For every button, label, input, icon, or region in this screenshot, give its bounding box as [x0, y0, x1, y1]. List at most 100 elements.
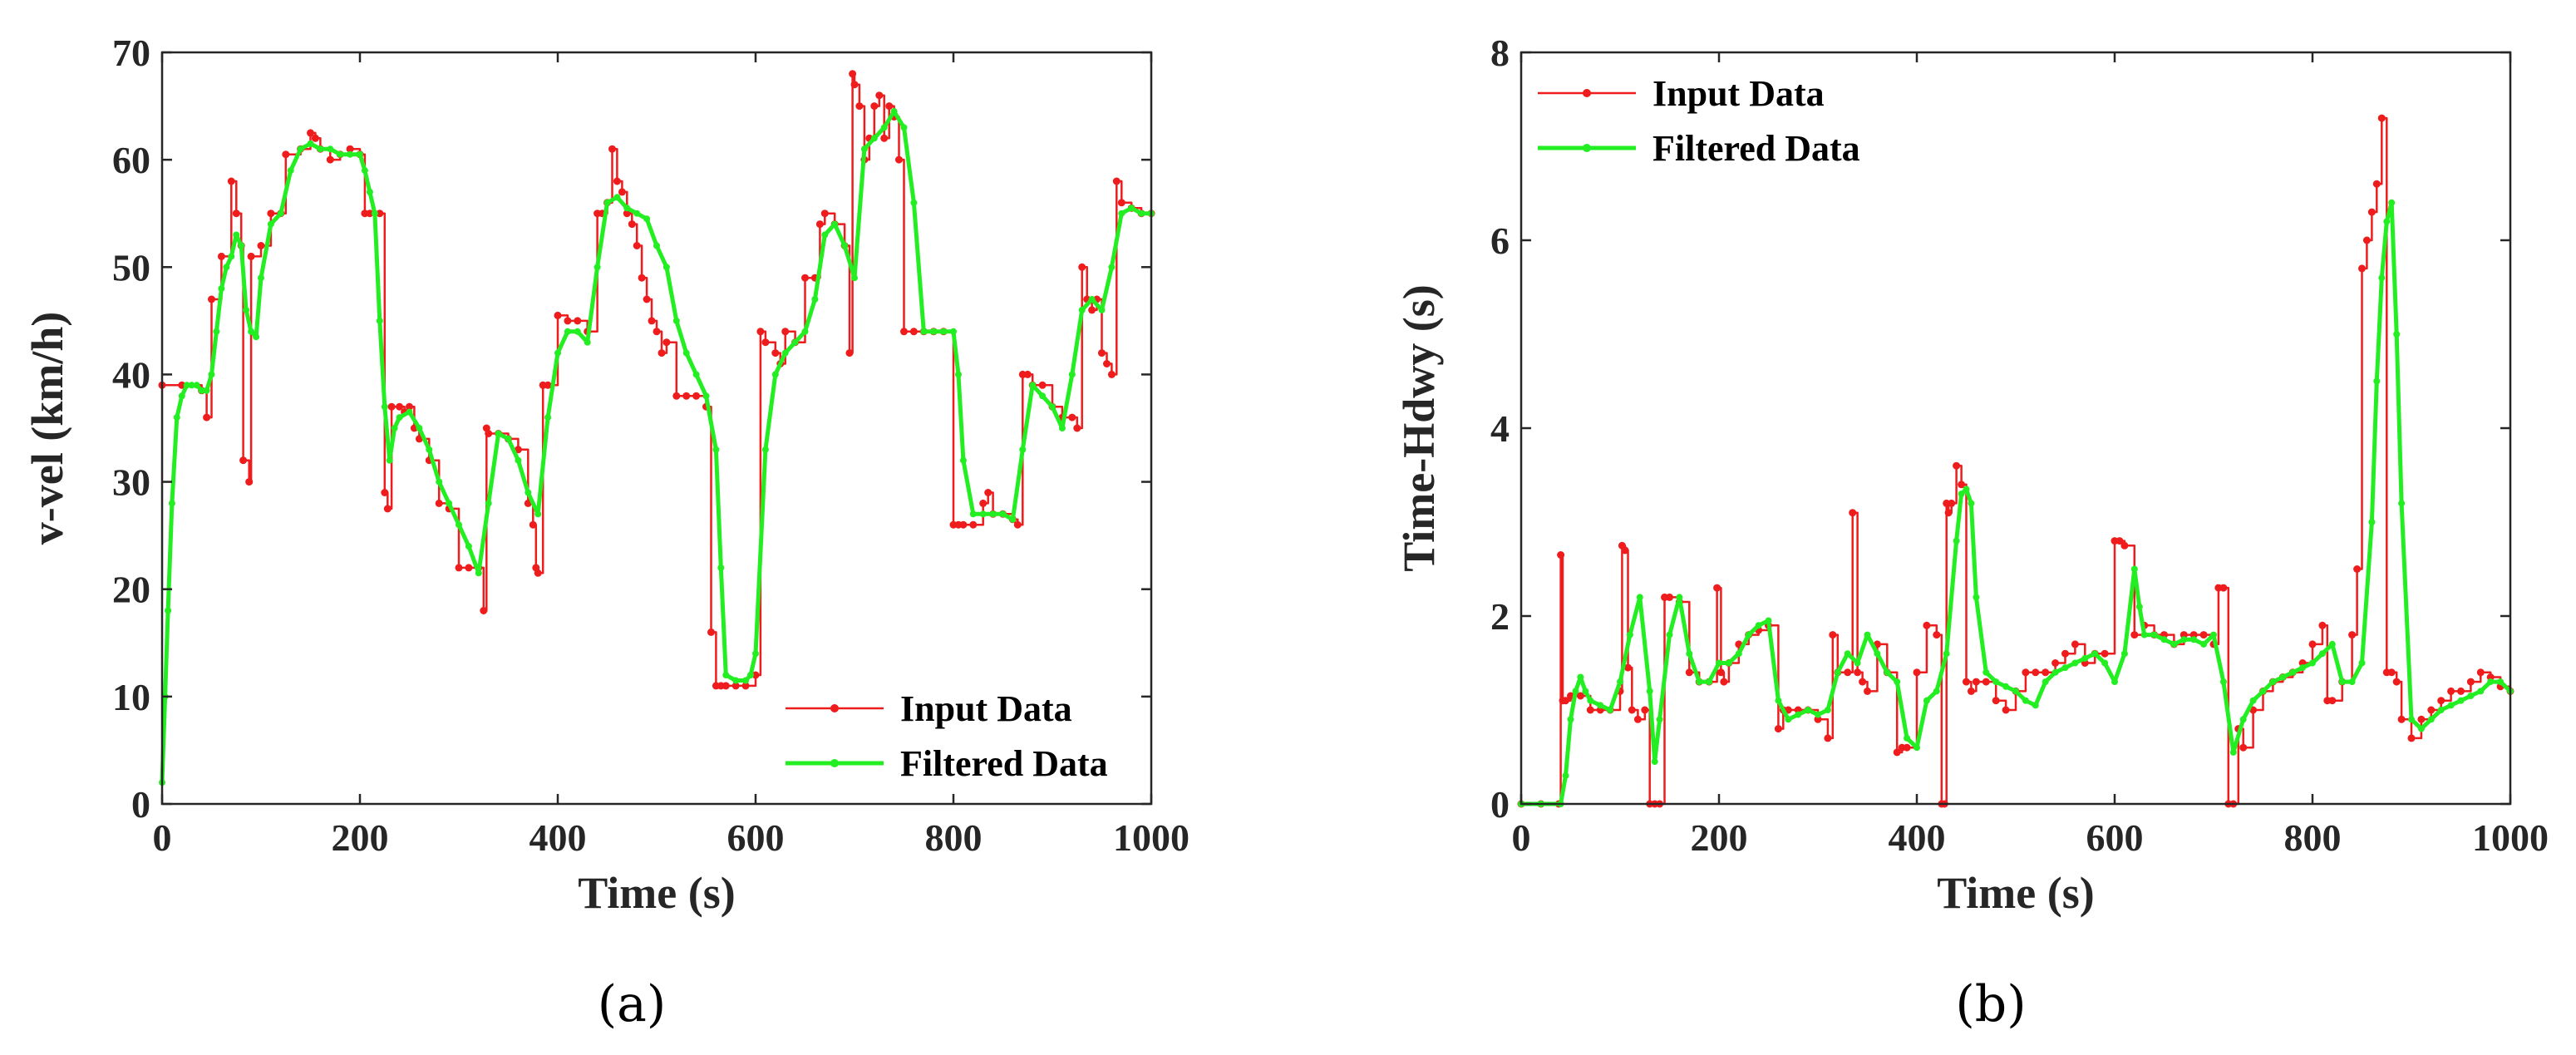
data-point-filtered-data — [1128, 205, 1135, 212]
data-point-input-data — [2115, 537, 2124, 545]
data-point-filtered-data — [2393, 331, 2401, 338]
y-tick-label: 2 — [1490, 595, 1510, 638]
y-tick-label: 60 — [112, 139, 150, 181]
axes-frame — [160, 51, 1153, 806]
data-point-filtered-data — [633, 210, 641, 217]
data-point-filtered-data — [1923, 697, 1930, 704]
data-point-input-data — [751, 671, 760, 679]
legend-marker-input-data — [1583, 89, 1591, 97]
data-point-filtered-data — [2373, 377, 2381, 385]
data-point-filtered-data — [603, 199, 611, 206]
panel-label: (a) — [598, 975, 667, 1033]
data-point-filtered-data — [1706, 678, 1713, 686]
data-point-filtered-data — [165, 607, 172, 614]
x-tick-label: 0 — [153, 816, 172, 859]
data-point-filtered-data — [841, 242, 849, 249]
data-point-input-data — [1953, 461, 1961, 470]
data-point-filtered-data — [594, 264, 601, 271]
data-point-input-data — [406, 402, 413, 411]
data-point-filtered-data — [2457, 697, 2465, 704]
data-point-filtered-data — [2338, 678, 2346, 686]
data-point-input-data — [875, 91, 884, 100]
data-point-filtered-data — [1824, 707, 1831, 713]
data-point-input-data — [2466, 678, 2475, 686]
data-point-filtered-data — [391, 425, 398, 431]
data-point-input-data — [2437, 697, 2445, 705]
data-point-filtered-data — [1745, 631, 1752, 638]
data-point-input-data — [2042, 668, 2050, 677]
data-point-filtered-data — [317, 145, 324, 153]
data-point-filtered-data — [1982, 668, 1990, 676]
data-point-filtered-data — [2417, 725, 2425, 732]
panel-label: (b) — [1955, 975, 2026, 1033]
data-point-filtered-data — [406, 408, 413, 416]
data-point-input-data — [870, 102, 879, 111]
legend-label-input-data: Input Data — [1652, 73, 1825, 114]
data-point-filtered-data — [188, 382, 195, 389]
data-point-filtered-data — [2012, 688, 2019, 695]
data-point-input-data — [455, 564, 463, 572]
data-point-filtered-data — [396, 414, 403, 422]
data-point-input-data — [1685, 668, 1693, 677]
data-point-filtered-data — [2437, 707, 2445, 713]
data-point-input-data — [1586, 706, 1594, 714]
data-point-input-data — [761, 338, 770, 347]
data-point-filtered-data — [366, 188, 373, 195]
data-point-filtered-data — [717, 564, 725, 571]
chart-panel-b: 0 200 400 600 800 1000 0 2 4 6 8 Time (s) Time-Hdwy … — [1394, 32, 2549, 1033]
data-point-filtered-data — [277, 210, 284, 217]
data-point-filtered-data — [870, 135, 878, 142]
data-point-filtered-data — [2279, 673, 2287, 681]
data-point-filtered-data — [2447, 702, 2455, 709]
data-point-input-data — [1854, 668, 1862, 677]
data-point-input-data — [1967, 687, 1975, 695]
data-point-filtered-data — [2081, 654, 2089, 662]
data-point-filtered-data — [1626, 631, 1633, 638]
y-tick-label: 10 — [112, 676, 150, 718]
data-point-input-data — [2239, 743, 2248, 752]
data-point-input-data — [239, 456, 248, 465]
data-point-filtered-data — [771, 371, 779, 378]
data-point-input-data — [2486, 673, 2495, 681]
data-point-filtered-data — [1651, 758, 1658, 766]
data-point-filtered-data — [2071, 659, 2079, 667]
data-point-input-data — [465, 564, 473, 572]
data-point-input-data — [2061, 649, 2069, 658]
data-point-input-data — [485, 430, 493, 437]
data-point-input-data — [2130, 631, 2139, 639]
x-tick-label: 400 — [529, 816, 587, 859]
data-point-input-data — [1923, 621, 1931, 629]
data-point-input-data — [2372, 180, 2381, 188]
data-point-filtered-data — [267, 220, 274, 228]
data-point-filtered-data — [910, 199, 918, 206]
data-point-filtered-data — [831, 220, 839, 228]
data-point-filtered-data — [2130, 565, 2138, 573]
data-point-input-data — [1829, 631, 1837, 639]
data-point-filtered-data — [2061, 664, 2069, 672]
y-tick-label: 8 — [1490, 32, 1510, 74]
y-axis-label: Time-Hdwy (s) — [1394, 284, 1444, 572]
y-tick-label: 30 — [112, 461, 150, 504]
data-point-input-data — [574, 317, 582, 325]
data-point-filtered-data — [1587, 697, 1594, 704]
data-point-input-data — [227, 177, 235, 185]
data-point-filtered-data — [1646, 688, 1653, 695]
data-point-filtered-data — [682, 349, 690, 357]
data-point-input-data — [1098, 349, 1106, 357]
data-point-filtered-data — [1696, 678, 1703, 686]
data-point-filtered-data — [307, 140, 314, 147]
data-point-filtered-data — [1567, 716, 1574, 723]
data-point-filtered-data — [1009, 515, 1017, 523]
data-point-filtered-data — [203, 387, 210, 394]
data-point-filtered-data — [2091, 650, 2099, 658]
data-point-input-data — [1068, 413, 1076, 422]
data-point-filtered-data — [168, 500, 175, 507]
data-point-filtered-data — [747, 672, 754, 678]
data-point-filtered-data — [752, 650, 759, 658]
data-point-filtered-data — [959, 456, 967, 464]
data-point-filtered-data — [2358, 659, 2366, 667]
data-point-filtered-data — [446, 500, 453, 507]
data-point-filtered-data — [2289, 668, 2297, 676]
y-tick-label: 20 — [112, 569, 150, 611]
y-tick-label: 4 — [1490, 407, 1510, 450]
